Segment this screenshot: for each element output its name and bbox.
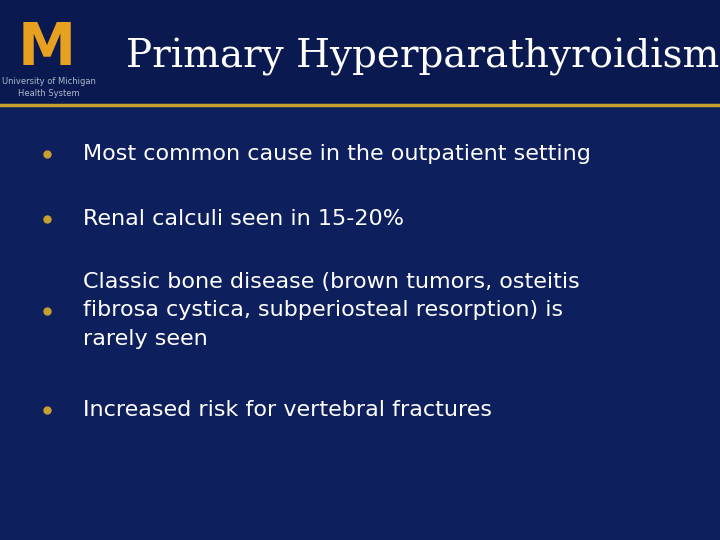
Text: M: M bbox=[18, 20, 76, 77]
Text: Primary Hyperparathyroidism: Primary Hyperparathyroidism bbox=[126, 38, 719, 76]
Text: Renal calculi seen in 15-20%: Renal calculi seen in 15-20% bbox=[83, 208, 404, 229]
Text: Most common cause in the outpatient setting: Most common cause in the outpatient sett… bbox=[83, 144, 590, 164]
Text: Increased risk for vertebral fractures: Increased risk for vertebral fractures bbox=[83, 400, 492, 421]
Text: Classic bone disease (brown tumors, osteitis
fibrosa cystica, subperiosteal reso: Classic bone disease (brown tumors, oste… bbox=[83, 272, 580, 349]
Bar bbox=[0, 0, 720, 105]
Text: University of Michigan
Health System: University of Michigan Health System bbox=[2, 77, 96, 98]
